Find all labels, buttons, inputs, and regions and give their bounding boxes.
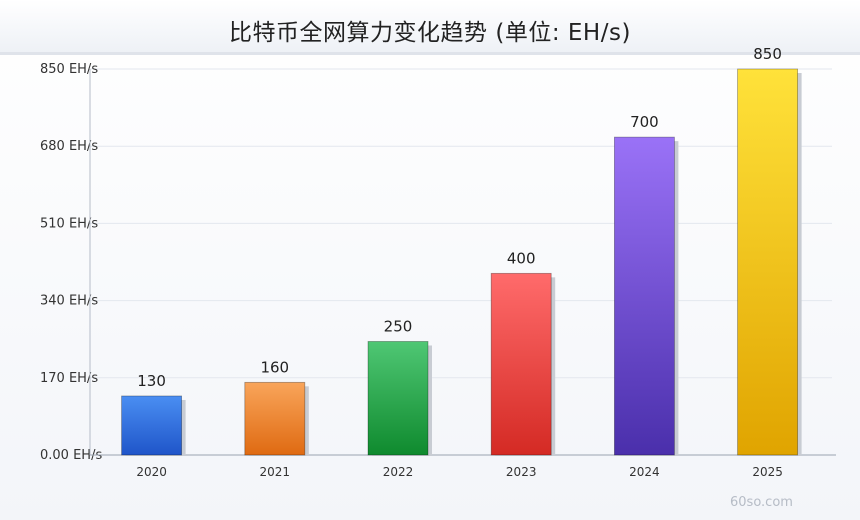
data-label: 130 [137, 372, 166, 390]
data-label: 250 [384, 317, 413, 335]
x-tick-label: 2021 [260, 465, 291, 479]
x-tick-label: 2025 [752, 465, 783, 479]
x-tick-label: 2020 [136, 465, 167, 479]
x-tick-label: 2023 [506, 465, 537, 479]
data-label: 700 [630, 113, 659, 131]
data-label: 400 [507, 249, 536, 267]
bar-2024 [614, 136, 675, 456]
y-tick-label: 850 EH/s [40, 62, 98, 77]
data-label: 850 [753, 45, 782, 63]
data-label: 160 [260, 358, 289, 376]
y-tick-label: 340 EH/s [40, 294, 98, 309]
bar-2023 [490, 272, 552, 456]
bar-2025 [737, 68, 798, 456]
x-tick-label: 2022 [383, 465, 414, 479]
chart-title: 比特币全网算力变化趋势 (单位: EH/s) [229, 20, 631, 46]
bar-2020 [121, 395, 182, 456]
title-bar: 比特币全网算力变化趋势 (单位: EH/s) [0, 0, 860, 55]
bar-2021 [244, 381, 306, 456]
x-tick-label: 2024 [629, 465, 660, 479]
bar-2022 [367, 341, 429, 456]
y-tick-label: 0.00 EH/s [40, 448, 102, 463]
watermark: 60so.com [730, 495, 793, 510]
y-tick-label: 510 EH/s [40, 216, 98, 231]
y-tick-label: 680 EH/s [40, 139, 98, 154]
y-tick-label: 170 EH/s [40, 371, 98, 386]
